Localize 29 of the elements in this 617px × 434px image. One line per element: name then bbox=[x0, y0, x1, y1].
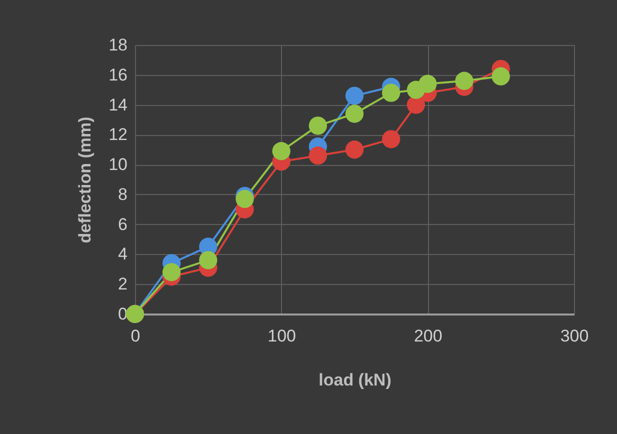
y-tick-label: 8 bbox=[118, 184, 128, 204]
x-tick-label: 100 bbox=[268, 326, 296, 346]
point bbox=[345, 86, 364, 105]
point bbox=[345, 140, 364, 159]
point bbox=[418, 74, 437, 93]
point bbox=[308, 116, 327, 135]
y-tick-label: 4 bbox=[118, 244, 128, 264]
point bbox=[492, 67, 510, 86]
point bbox=[199, 251, 218, 270]
point bbox=[272, 142, 290, 160]
x-tick-label: 200 bbox=[414, 326, 442, 346]
y-tick-label: 6 bbox=[118, 214, 128, 234]
x-tick-label: 0 bbox=[130, 326, 140, 346]
point bbox=[345, 104, 364, 123]
point bbox=[236, 190, 254, 208]
point bbox=[382, 84, 400, 102]
x-tick-label: 300 bbox=[560, 326, 589, 346]
point bbox=[382, 130, 400, 148]
point bbox=[308, 146, 327, 165]
x-axis-title: load (kN) bbox=[318, 370, 392, 390]
y-axis-title: deflection (mm) bbox=[76, 116, 95, 244]
y-tick-label: 18 bbox=[108, 36, 128, 54]
y-tick-label: 2 bbox=[118, 274, 128, 294]
point bbox=[455, 72, 474, 90]
y-tick-label: 14 bbox=[108, 95, 128, 114]
y-tick-label: 16 bbox=[108, 65, 128, 84]
point bbox=[162, 263, 181, 282]
y-tick-label: 10 bbox=[108, 155, 128, 174]
y-tick-label: 12 bbox=[108, 125, 128, 144]
